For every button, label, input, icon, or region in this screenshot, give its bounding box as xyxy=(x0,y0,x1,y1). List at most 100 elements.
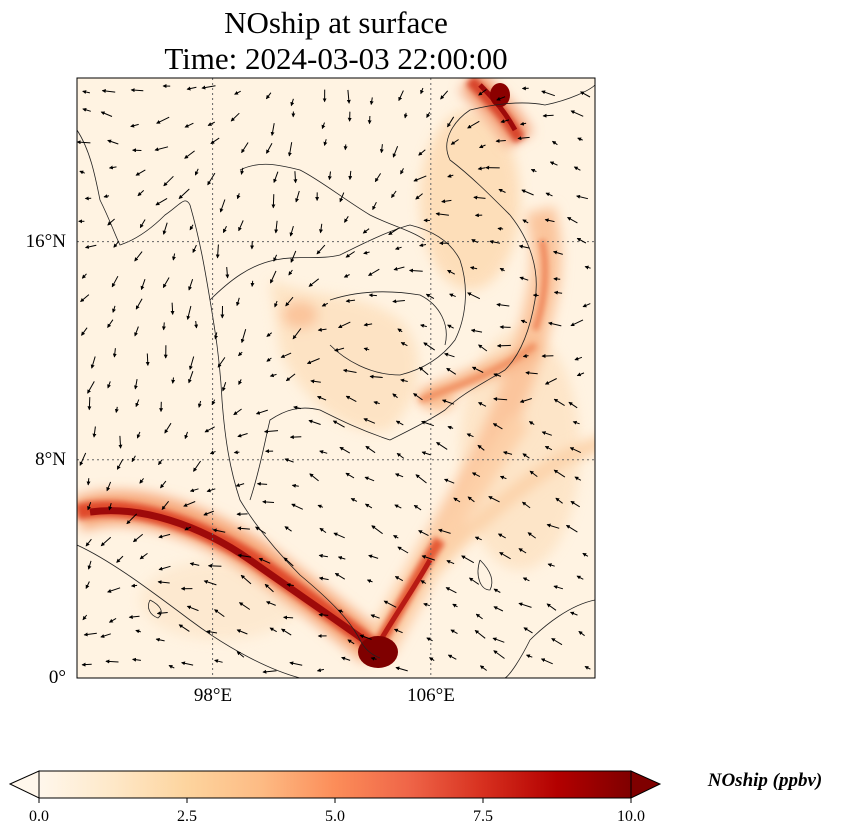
wind-vector-field xyxy=(77,84,591,674)
wind-arrow xyxy=(112,305,116,313)
wind-arrow xyxy=(368,554,379,559)
wind-arrow xyxy=(291,503,304,510)
wind-arrow xyxy=(522,577,530,582)
colorbar-tick-label: 10.0 xyxy=(617,808,645,825)
wind-arrow xyxy=(101,89,116,93)
wind-arrow xyxy=(87,560,92,570)
wind-arrow xyxy=(396,452,405,459)
wind-arrow xyxy=(171,377,176,384)
wind-arrow xyxy=(572,420,580,425)
wind-arrow xyxy=(238,220,244,232)
wind-arrow xyxy=(365,445,376,454)
wind-arrow xyxy=(363,347,370,352)
wind-arrow xyxy=(446,560,455,565)
wind-arrow xyxy=(319,450,328,454)
wind-arrow xyxy=(343,273,350,278)
wind-arrow xyxy=(419,243,427,248)
wind-arrow xyxy=(522,219,529,224)
wind-arrow xyxy=(388,227,399,236)
wind-arrow xyxy=(206,629,218,634)
wind-arrow xyxy=(317,504,324,509)
wind-arrow xyxy=(273,254,278,262)
wind-arrow xyxy=(393,535,399,539)
wind-arrow xyxy=(345,298,356,303)
wind-arrow xyxy=(81,662,92,667)
wind-arrow xyxy=(364,503,373,509)
wind-arrow xyxy=(189,224,194,231)
wind-arrow xyxy=(214,609,225,618)
wind-arrow xyxy=(425,293,435,300)
wind-arrow xyxy=(499,475,507,480)
wind-arrow xyxy=(157,580,170,585)
wind-arrow xyxy=(289,435,302,440)
wind-arrow xyxy=(580,91,591,98)
wind-arrow xyxy=(540,658,553,665)
wind-arrow xyxy=(132,657,141,662)
wind-arrow xyxy=(565,524,578,533)
wind-arrow xyxy=(373,400,380,405)
wind-arrow xyxy=(421,420,434,427)
wind-arrow xyxy=(393,628,403,634)
wind-arrow xyxy=(519,121,527,126)
wind-arrow xyxy=(317,327,327,332)
wind-arrow xyxy=(553,276,561,281)
wind-arrow xyxy=(206,488,216,493)
wind-arrow xyxy=(156,116,170,124)
wind-arrow xyxy=(188,356,195,371)
wind-arrow xyxy=(478,344,488,352)
wind-arrow xyxy=(270,270,277,284)
wind-arrow xyxy=(551,638,563,646)
wind-arrow xyxy=(552,250,563,255)
wind-arrow xyxy=(264,583,274,593)
wind-arrow xyxy=(408,268,423,273)
wind-arrow xyxy=(435,212,449,217)
wind-arrow xyxy=(426,111,431,118)
wind-arrow xyxy=(446,367,457,375)
wind-arrow xyxy=(394,246,402,251)
wind-arrow xyxy=(341,656,351,661)
wind-arrow xyxy=(370,614,380,619)
wind-arrow xyxy=(345,472,355,479)
wind-arrow xyxy=(413,504,422,511)
wind-arrow xyxy=(371,525,383,535)
wind-arrow xyxy=(521,501,531,509)
wind-arrow xyxy=(136,431,141,439)
wind-arrow xyxy=(158,533,171,539)
wind-arrow xyxy=(271,194,276,209)
wind-arrow xyxy=(219,199,226,213)
wind-arrow xyxy=(236,651,245,658)
wind-arrow xyxy=(553,398,565,407)
wind-arrow xyxy=(447,116,455,128)
wind-arrow xyxy=(145,353,150,366)
wind-arrow xyxy=(289,661,303,666)
plot-title-line1: NOship at surface xyxy=(224,5,448,40)
wind-arrow xyxy=(520,319,528,324)
wind-arrow xyxy=(418,366,429,376)
colorbar-gradient xyxy=(38,770,632,799)
wind-arrow xyxy=(319,527,327,534)
wind-arrow xyxy=(363,250,370,255)
wind-arrow xyxy=(235,483,245,487)
wind-arrow xyxy=(135,399,140,408)
wind-arrow xyxy=(90,356,96,369)
wind-arrow xyxy=(449,293,456,298)
wind-arrow xyxy=(346,89,351,104)
wind-arrow xyxy=(111,275,119,288)
wind-arrow xyxy=(359,634,372,640)
wind-arrow xyxy=(262,499,275,504)
wind-arrow xyxy=(470,328,483,333)
wind-arrow xyxy=(333,532,345,539)
wind-arrow xyxy=(106,481,112,492)
wind-arrow xyxy=(209,450,216,455)
wind-arrow xyxy=(266,142,273,154)
wind-arrow xyxy=(350,498,358,502)
wind-arrow xyxy=(474,536,482,541)
wind-arrow xyxy=(445,587,457,594)
wind-arrow xyxy=(447,173,454,178)
wind-arrow xyxy=(225,267,230,279)
wind-arrow xyxy=(488,496,500,503)
wind-arrow xyxy=(436,441,448,450)
wind-arrow xyxy=(203,510,214,516)
wind-arrow xyxy=(479,665,487,671)
wind-arrow xyxy=(203,580,217,586)
